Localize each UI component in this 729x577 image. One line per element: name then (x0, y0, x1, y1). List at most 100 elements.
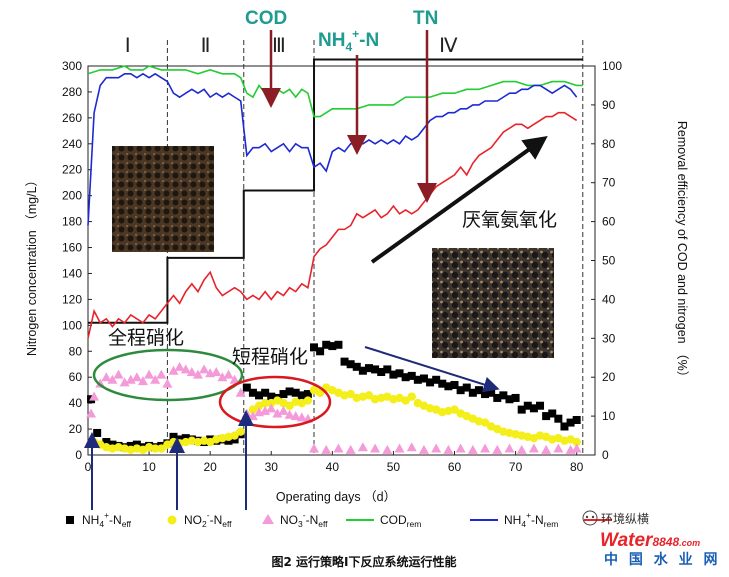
phase-label-4: Ⅳ (439, 35, 458, 57)
y-axis-right-title: Removal efficiency of COD and nitrogen （… (675, 121, 689, 383)
no3-neff-point (394, 443, 405, 453)
no2-neff-point (315, 388, 325, 397)
no2-neff-point (230, 431, 239, 440)
nh4-neff-point (316, 347, 325, 356)
legend-marker-circle (167, 515, 177, 525)
legend-label: NH4+-Neff (82, 510, 132, 529)
no2-neff-point (364, 391, 374, 400)
y-left-tick-label: 20 (69, 422, 83, 436)
legend: NH4+-Neff NO2--Neff NO3--Neff CODrem NH4+-Nr… (66, 510, 612, 529)
x-tick-label: 0 (85, 460, 92, 474)
brand-logo: Water8848.com 中 国 水 业 网 (600, 530, 721, 568)
no3-neff-point (382, 444, 393, 454)
watermark-text: 环境纵横 (601, 511, 649, 526)
no3-neff-point (357, 442, 368, 452)
nh4-neff-point (401, 373, 410, 382)
no3-neff-point (333, 443, 344, 453)
no3-neff-point (89, 391, 100, 401)
y-right-tick-label: 40 (602, 292, 616, 306)
annotation-nh4: NH4+-N (318, 27, 379, 54)
short-nitrification-ellipse (218, 375, 332, 429)
y-right-tick-label: 100 (602, 59, 622, 73)
legend-label: NO3--Neff (280, 510, 328, 529)
nh4-neff-point (395, 369, 404, 378)
phase-divider-lines (166, 40, 584, 455)
y-left-tick-label: 220 (62, 163, 82, 177)
nh4-neff-point (364, 364, 373, 373)
nh4-neff-point (377, 368, 386, 377)
nh4-neff-point (255, 391, 264, 400)
legend-label: NH4+-Nrem (504, 510, 558, 529)
nh4-neff-point (523, 401, 532, 410)
nh4-neff-point (322, 340, 331, 349)
nh4-neff-point (267, 392, 276, 401)
y-left-tick-label: 80 (69, 344, 83, 358)
no2-neff-point (236, 427, 245, 436)
nh4-neff-point (242, 383, 251, 392)
anammox-trend-arrow (370, 136, 548, 264)
x-tick-label: 60 (448, 460, 462, 474)
nh4-neff-point (358, 366, 367, 375)
no2-neff-point (407, 392, 416, 401)
y-right-tick-label: 50 (602, 254, 616, 268)
no3-neff-point (431, 443, 442, 453)
y-left-tick-label: 160 (62, 241, 82, 255)
nh4-neff-point (444, 382, 453, 391)
nh4-neff-point (310, 343, 319, 352)
nh4-neff-point (499, 391, 508, 400)
sponge-photo-after (432, 248, 554, 358)
nh4-neff-point (468, 388, 477, 397)
y-left-tick-label: 240 (62, 137, 82, 151)
axis-ticks: 0 10 20 30 40 50 60 70 8002040608010012014016018… (62, 59, 622, 474)
no3-neff-point (86, 408, 97, 418)
nh4-neff-point (432, 375, 441, 384)
no3-neff-point (504, 443, 515, 453)
nh4-neff-point (487, 388, 496, 397)
nh4-neff-point (438, 379, 447, 388)
y-left-tick-label: 280 (62, 85, 82, 99)
nh4-neff-point (413, 375, 422, 384)
nh4-neff-point (352, 362, 361, 371)
brand-cn: 中 国 水 业 网 (604, 551, 721, 568)
no3-neff-point (296, 412, 307, 422)
x-tick-label: 80 (570, 460, 584, 474)
y-left-tick-label: 180 (62, 215, 82, 229)
svg-text:Water8848.com: Water8848.com (600, 530, 700, 551)
x-tick-label: 50 (387, 460, 401, 474)
no3-neff-point (553, 443, 564, 453)
no3-neff-point (156, 369, 167, 379)
nh4-neff-point (93, 428, 102, 437)
x-tick-label: 70 (509, 460, 523, 474)
no3-neff-point (101, 372, 112, 382)
no2-neff-point (572, 437, 581, 447)
no3-neff-point (528, 443, 539, 453)
nh4-neff-point (261, 388, 270, 397)
y-right-tick-label: 90 (602, 98, 616, 112)
nh4-neff-point (371, 365, 380, 374)
no3-neff-point (186, 367, 197, 377)
no3-neff-point (260, 405, 271, 415)
nh4-neff-point (481, 390, 490, 399)
y-right-tick-label: 0 (602, 448, 609, 462)
nh4-neff-point (505, 395, 514, 404)
no3-neff-point (162, 378, 173, 388)
no3-neff-point (278, 405, 289, 415)
no3-neff-point (180, 364, 191, 374)
no2-neff-point (157, 444, 166, 453)
no3-neff-point (113, 369, 124, 379)
no2-neff-point (480, 418, 490, 427)
no2-neff-point (285, 401, 294, 410)
no3-neff-point (211, 367, 222, 377)
nh4-neff-point (102, 438, 111, 447)
nh4-neff-point (572, 415, 581, 424)
nh4-neff-point (389, 370, 398, 379)
nh4-neff-point (383, 365, 392, 374)
nh4-neff-point (291, 388, 300, 397)
no3-neff-point (272, 408, 283, 418)
figure-caption: 图2 运行策略Ⅰ下反应系统运行性能 (272, 554, 457, 569)
annotation-cod: COD (245, 8, 287, 29)
no3-neff-point (492, 444, 503, 454)
codrem-line (87, 65, 583, 118)
no2-neff-point (260, 398, 270, 408)
